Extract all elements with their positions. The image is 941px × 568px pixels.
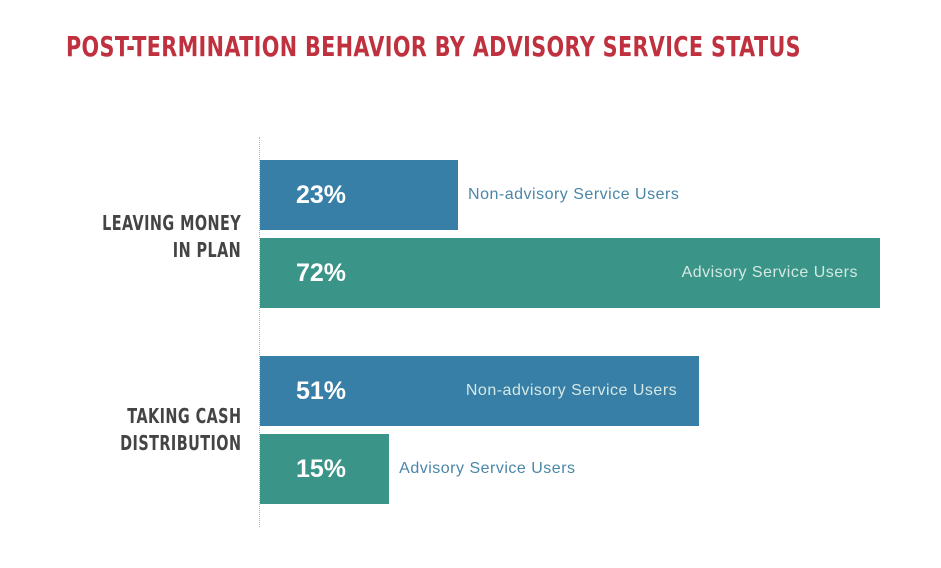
chart-title: POST-TERMINATION BEHAVIOR BY ADVISORY SE… (66, 30, 801, 63)
category-label-line: IN PLAN (172, 238, 241, 262)
bar-value-label: 51% (296, 377, 347, 405)
bar-value-label: 15% (296, 455, 347, 483)
bar-0-1 (260, 238, 880, 308)
category-label-line: DISTRIBUTION (119, 431, 241, 455)
category-label-line: TAKING CASH (126, 404, 241, 428)
category-axis-line (259, 137, 260, 527)
bar-series-label: Advisory Service Users (399, 460, 576, 477)
bar-value-label: 72% (296, 259, 347, 287)
bar-series-label: Non-advisory Service Users (465, 382, 678, 399)
bar-series-label: Advisory Service Users (681, 264, 858, 281)
category-label-leaving-money: LEAVING MONEY IN PLAN (102, 210, 241, 264)
category-label-taking-cash: TAKING CASH DISTRIBUTION (120, 403, 241, 457)
category-label-line: LEAVING MONEY (101, 211, 241, 235)
bar-series-label: Non-advisory Service Users (468, 186, 680, 203)
bar-value-label: 23% (296, 181, 347, 209)
bar-1-0 (260, 356, 700, 426)
bar-1-1 (260, 434, 390, 504)
bar-0-0 (260, 160, 459, 230)
